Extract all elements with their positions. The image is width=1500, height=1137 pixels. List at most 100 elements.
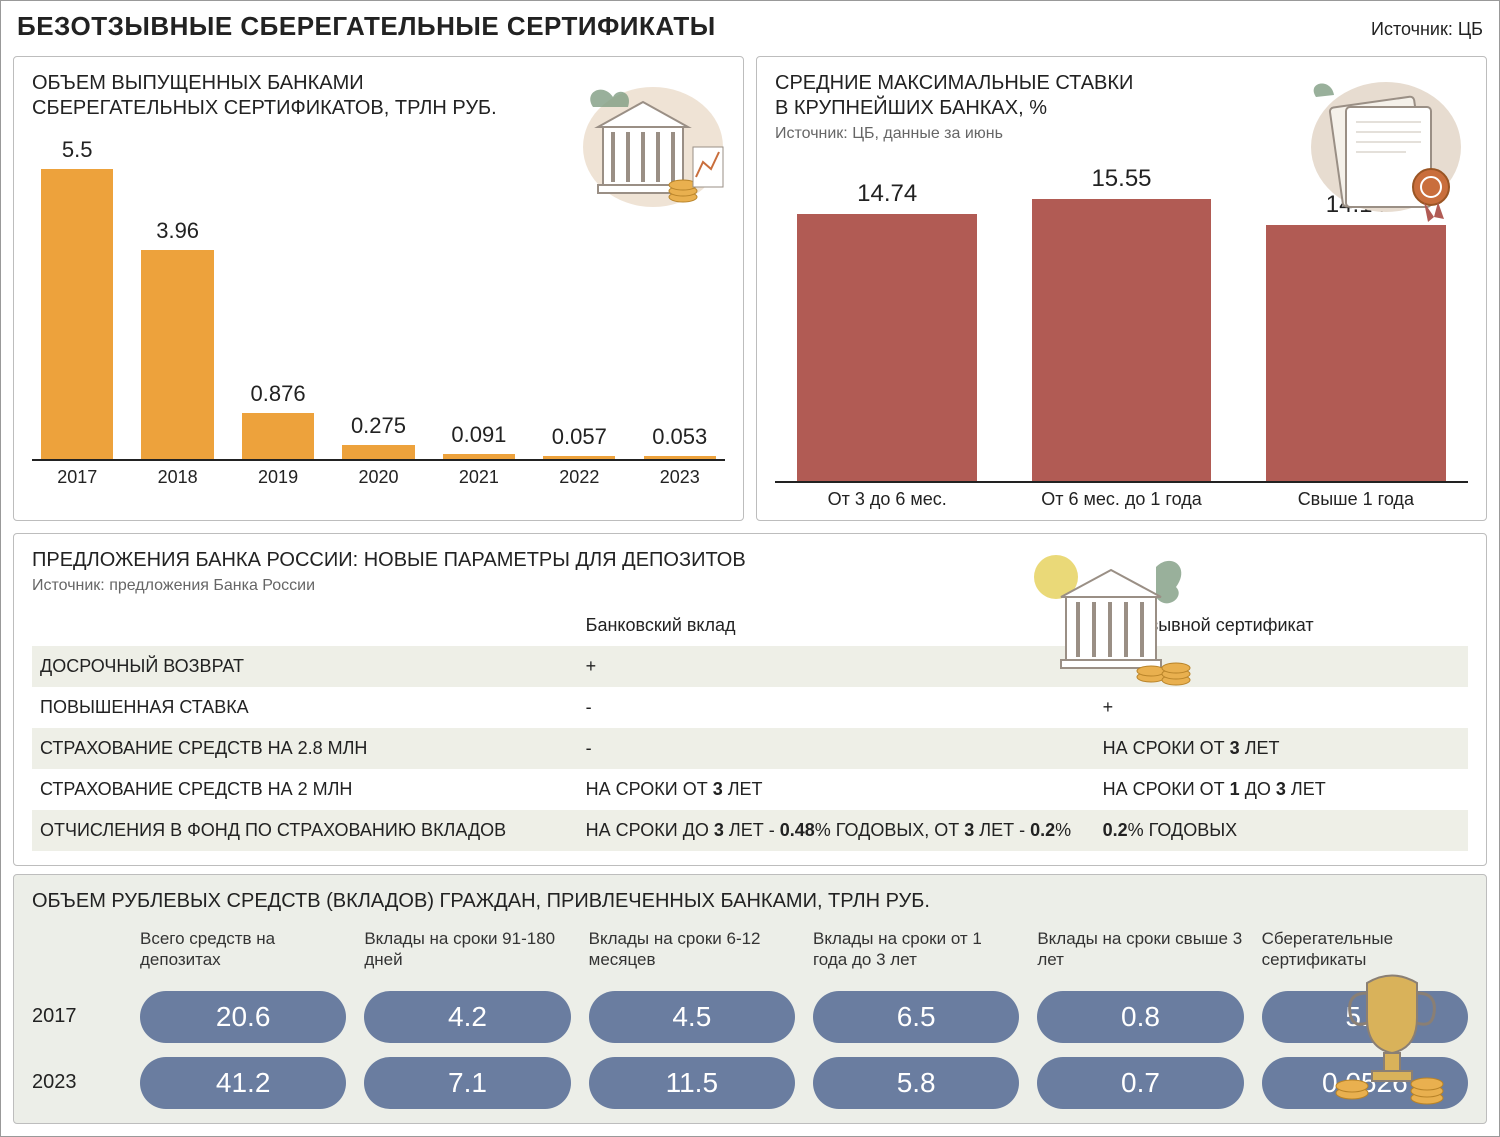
table-row: ОТЧИСЛЕНИЯ В ФОНД ПО СТРАХОВАНИЮ ВКЛАДОВ… (32, 810, 1468, 851)
chart-left-panel: ОБЪЕМ ВЫПУЩЕННЫХ БАНКАМИСБЕРЕГАТЕЛЬНЫХ С… (13, 56, 744, 521)
bar-value-label: 0.091 (451, 422, 506, 448)
bar (1032, 199, 1211, 481)
bottom-year-label: 2017 (32, 1005, 122, 1028)
bar-category-label: От 6 мес. до 1 года (1009, 489, 1233, 510)
value-pill: 4.2 (364, 991, 570, 1043)
bar-column: 15.55 (1009, 165, 1233, 481)
chart-left-xlabels: 2017 2018 2019 2020 2021 2022 2023 (32, 467, 725, 488)
bar-column: 14.14 (1244, 191, 1468, 481)
value-pill: 6.5 (813, 991, 1019, 1043)
bar-value-label: 0.275 (351, 413, 406, 439)
chart-left-title: ОБЪЕМ ВЫПУЩЕННЫХ БАНКАМИСБЕРЕГАТЕЛЬНЫХ С… (32, 71, 725, 121)
bar-category-label: 2019 (233, 467, 323, 488)
bar-category-label: От 3 до 6 мес. (775, 489, 999, 510)
bar-category-label: 2018 (132, 467, 222, 488)
bar-value-label: 5.5 (62, 137, 93, 163)
bottom-column-header: Вклады на сроки свыше 3 лет (1037, 928, 1243, 977)
table-cell: 0.2% ГОДОВЫХ (1095, 810, 1468, 851)
table-panel: ПРЕДЛОЖЕНИЯ БАНКА РОССИИ: НОВЫЕ ПАРАМЕТР… (13, 533, 1487, 866)
bar-category-label: 2020 (333, 467, 423, 488)
bar-column: 0.876 (233, 381, 323, 459)
value-pill: 11.5 (589, 1057, 795, 1109)
bottom-title: ОБЪЕМ РУБЛЕВЫХ СРЕДСТВ (ВКЛАДОВ) ГРАЖДАН… (32, 889, 1468, 914)
bar-value-label: 0.057 (552, 424, 607, 450)
proposal-table: Банковский вкладБезотзывной сертификатДО… (32, 605, 1468, 851)
table-cell-param: ОТЧИСЛЕНИЯ В ФОНД ПО СТРАХОВАНИЮ ВКЛАДОВ (32, 810, 578, 851)
value-pill: 0.8 (1037, 991, 1243, 1043)
bar-value-label: 3.96 (156, 218, 199, 244)
top-row: ОБЪЕМ ВЫПУЩЕННЫХ БАНКАМИСБЕРЕГАТЕЛЬНЫХ С… (1, 48, 1499, 529)
table-cell: + (578, 646, 1095, 687)
table-title: ПРЕДЛОЖЕНИЯ БАНКА РОССИИ: НОВЫЕ ПАРАМЕТР… (32, 548, 1468, 573)
value-pill: 41.2 (140, 1057, 346, 1109)
table-cell-param: ДОСРОЧНЫЙ ВОЗВРАТ (32, 646, 578, 687)
table-cell-param: СТРАХОВАНИЕ СРЕДСТВ НА 2 МЛН (32, 769, 578, 810)
bar (141, 250, 213, 459)
infographic-root: БЕЗОТЗЫВНЫЕ СБЕРЕГАТЕЛЬНЫЕ СЕРТИФИКАТЫ И… (0, 0, 1500, 1137)
bottom-column-header: Вклады на сроки 91-180 дней (364, 928, 570, 977)
main-title: БЕЗОТЗЫВНЫЕ СБЕРЕГАТЕЛЬНЫЕ СЕРТИФИКАТЫ (17, 11, 716, 42)
bottom-column-header: Вклады на сроки 6-12 месяцев (589, 928, 795, 977)
chart-right-subtitle: Источник: ЦБ, данные за июнь (775, 125, 1468, 143)
bottom-column-header: Сберегательные сертификаты (1262, 928, 1468, 977)
bar-column: 0.057 (534, 424, 624, 459)
bar-category-label: 2021 (434, 467, 524, 488)
table-row: ДОСРОЧНЫЙ ВОЗВРАТ+- (32, 646, 1468, 687)
table-row: СТРАХОВАНИЕ СРЕДСТВ НА 2 МЛННА СРОКИ ОТ … (32, 769, 1468, 810)
table-row: ПОВЫШЕННАЯ СТАВКА-+ (32, 687, 1468, 728)
chart-right-title: СРЕДНИЕ МАКСИМАЛЬНЫЕ СТАВКИВ КРУПНЕЙШИХ … (775, 71, 1468, 121)
header-source: Источник: ЦБ (1371, 19, 1483, 40)
bar-value-label: 0.053 (652, 424, 707, 450)
table-subtitle: Источник: предложения Банка России (32, 577, 1468, 595)
table-cell: НА СРОКИ ДО 3 ЛЕТ - 0.48% ГОДОВЫХ, ОТ 3 … (578, 810, 1095, 851)
value-pill: 7.1 (364, 1057, 570, 1109)
bar (644, 456, 716, 459)
chart-right-panel: СРЕДНИЕ МАКСИМАЛЬНЫЕ СТАВКИВ КРУПНЕЙШИХ … (756, 56, 1487, 521)
bar-column: 0.275 (333, 413, 423, 460)
bar-category-label: 2022 (534, 467, 624, 488)
bar-column: 0.053 (635, 424, 725, 459)
table-cell: НА СРОКИ ОТ 3 ЛЕТ (1095, 728, 1468, 769)
table-header (32, 605, 578, 646)
value-pill: 0.7 (1037, 1057, 1243, 1109)
table-row: СТРАХОВАНИЕ СРЕДСТВ НА 2.8 МЛН-НА СРОКИ … (32, 728, 1468, 769)
header: БЕЗОТЗЫВНЫЕ СБЕРЕГАТЕЛЬНЫЕ СЕРТИФИКАТЫ И… (1, 1, 1499, 48)
table-cell: - (578, 687, 1095, 728)
bar-column: 14.74 (775, 180, 999, 481)
value-pill: 4.5 (589, 991, 795, 1043)
table-header: Банковский вклад (578, 605, 1095, 646)
bar-value-label: 0.876 (251, 381, 306, 407)
table-cell: НА СРОКИ ОТ 3 ЛЕТ (578, 769, 1095, 810)
bar (342, 445, 414, 460)
value-pill: 20.6 (140, 991, 346, 1043)
value-pill: 5.5 (1262, 991, 1468, 1043)
bottom-column-header: Всего средств на депозитах (140, 928, 346, 977)
bottom-year-label: 2023 (32, 1071, 122, 1094)
bar-column: 0.091 (434, 422, 524, 459)
bar-value-label: 14.14 (1326, 191, 1386, 219)
bar-category-label: Свыше 1 года (1244, 489, 1468, 510)
bottom-grid: Всего средств на депозитах Вклады на срок… (32, 928, 1468, 1109)
bar-category-label: 2023 (635, 467, 725, 488)
chart-left-bars: 5.5 3.96 0.876 0.275 0.091 0.057 0.053 (32, 131, 725, 461)
bottom-panel: ОБЪЕМ РУБЛЕВЫХ СРЕДСТВ (ВКЛАДОВ) ГРАЖДАН… (13, 874, 1487, 1124)
bar-category-label: 2017 (32, 467, 122, 488)
chart-right-bars: 14.74 15.55 14.14 (775, 153, 1468, 483)
bar-column: 3.96 (132, 218, 222, 459)
value-pill: 5.8 (813, 1057, 1019, 1109)
bar (797, 214, 976, 481)
bottom-column-header: Вклады на сроки от 1 года до 3 лет (813, 928, 1019, 977)
bar (1266, 225, 1445, 481)
bar-value-label: 15.55 (1091, 165, 1151, 193)
chart-right-xlabels: От 3 до 6 мес. От 6 мес. до 1 года Свыше 1… (775, 489, 1468, 510)
table-cell: + (1095, 687, 1468, 728)
table-cell: - (578, 728, 1095, 769)
bar-column: 5.5 (32, 137, 122, 459)
table-cell: НА СРОКИ ОТ 1 ДО 3 ЛЕТ (1095, 769, 1468, 810)
bar (543, 456, 615, 459)
bar (242, 413, 314, 459)
bar-value-label: 14.74 (857, 180, 917, 208)
bar (41, 169, 113, 459)
table-cell: - (1095, 646, 1468, 687)
table-cell-param: СТРАХОВАНИЕ СРЕДСТВ НА 2.8 МЛН (32, 728, 578, 769)
